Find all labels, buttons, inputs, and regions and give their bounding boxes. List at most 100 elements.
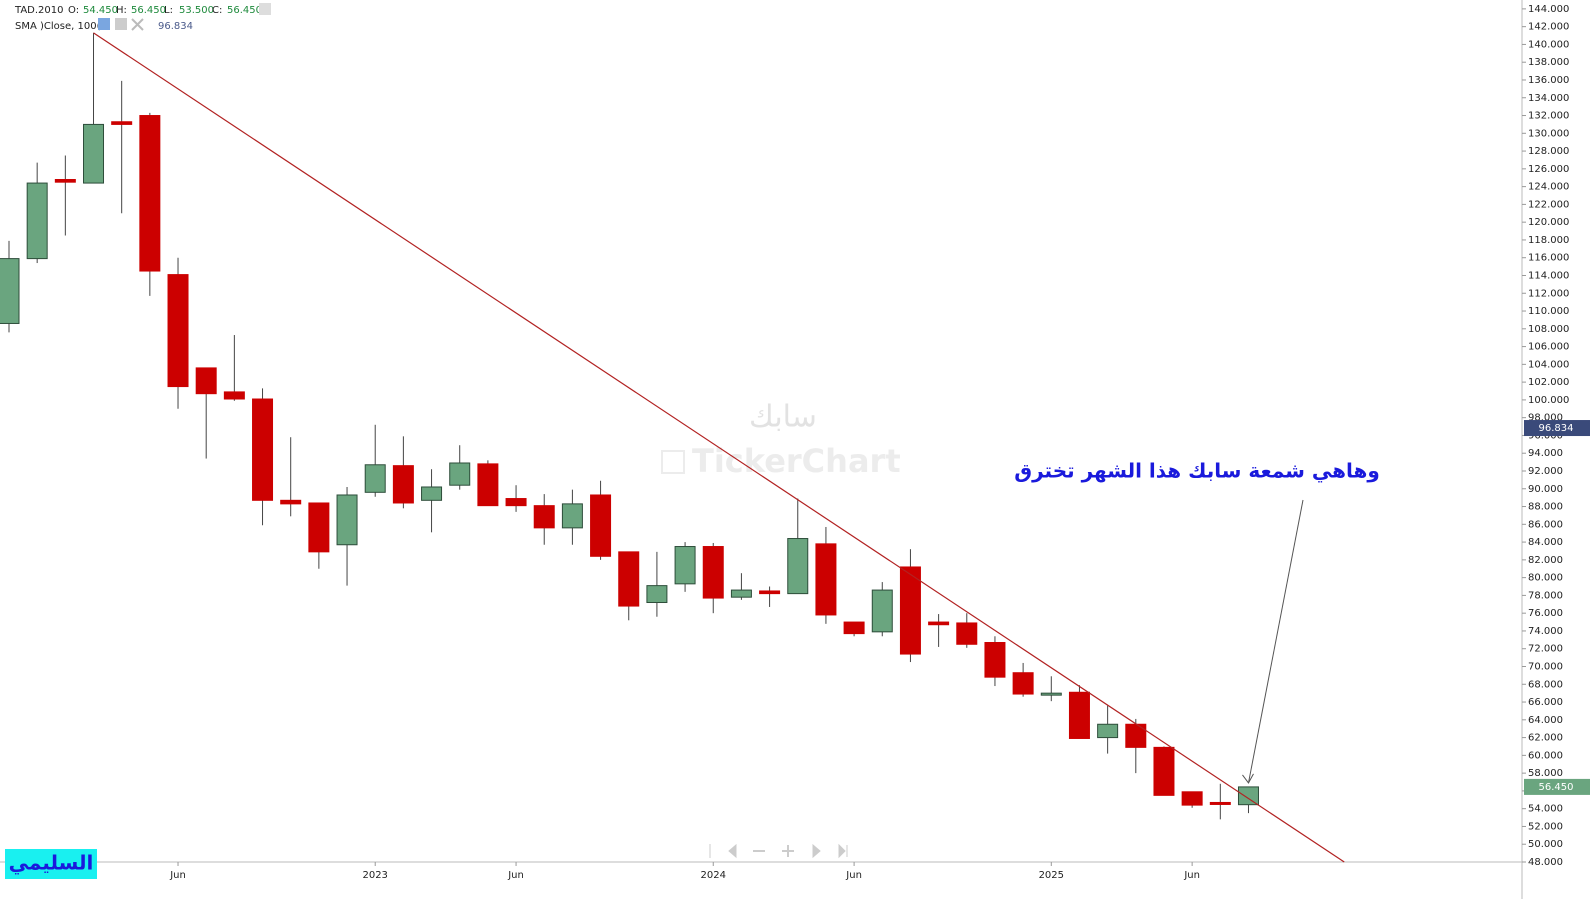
- y-tick-label: 80.000: [1528, 573, 1563, 584]
- candle-body: [195, 367, 217, 395]
- nav-end[interactable]: [838, 843, 848, 859]
- icon-settings[interactable]: [115, 18, 127, 30]
- candle-body: [561, 503, 583, 529]
- y-tick-label: 94.000: [1528, 448, 1563, 459]
- candle-body: [449, 462, 471, 486]
- candle-body: [505, 498, 527, 507]
- y-tick-label: 90.000: [1528, 484, 1563, 495]
- nav-zoom-in[interactable]: [782, 845, 794, 857]
- x-tick-label: Jun: [169, 870, 186, 881]
- sma-label: SMA )Close, 100(: [15, 21, 101, 32]
- y-tick-label: 82.000: [1528, 555, 1563, 566]
- y-tick-label: 106.000: [1528, 342, 1569, 353]
- candle-body: [26, 182, 48, 260]
- annotation-arrow: [1247, 499, 1304, 784]
- icon-eye[interactable]: [98, 18, 110, 30]
- watermark-brand: TickerChart: [692, 442, 901, 480]
- candle-body: [83, 123, 105, 184]
- icon-close[interactable]: [131, 18, 144, 31]
- candle-body: [308, 502, 330, 553]
- candle-body: [815, 543, 837, 616]
- nav-controls[interactable]: [709, 843, 848, 859]
- candle-body: [364, 464, 386, 493]
- legend-menu[interactable]: [259, 3, 271, 15]
- candle-body: [787, 538, 809, 595]
- y-tick-label: 70.000: [1528, 661, 1563, 672]
- y-tick-label: 62.000: [1528, 733, 1563, 744]
- y-tick-label: 142.000: [1528, 22, 1569, 33]
- y-tick-label: 68.000: [1528, 679, 1563, 690]
- candle-body: [1097, 723, 1119, 739]
- ohlc-value: 56.450: [131, 5, 166, 16]
- candle-body: [871, 589, 893, 633]
- last-price-tag: 56.450: [1539, 782, 1574, 793]
- y-tick-label: 66.000: [1528, 697, 1563, 708]
- y-tick-label: 100.000: [1528, 395, 1569, 406]
- y-tick-label: 116.000: [1528, 253, 1569, 264]
- candle-body: [336, 494, 358, 546]
- candle-body: [1237, 786, 1259, 806]
- candle-body: [392, 465, 414, 504]
- y-tick-label: 140.000: [1528, 39, 1569, 50]
- candle-body: [1040, 692, 1062, 696]
- candle-body: [702, 546, 724, 599]
- y-tick-label: 48.000: [1528, 857, 1563, 868]
- watermark-name: سابك: [749, 400, 817, 435]
- y-tick-label: 126.000: [1528, 164, 1569, 175]
- last-price-tag-box: [1524, 778, 1590, 795]
- y-tick-label: 58.000: [1528, 768, 1563, 779]
- y-tick-label: 64.000: [1528, 715, 1563, 726]
- y-tick-label: 128.000: [1528, 146, 1569, 157]
- candle-body: [618, 551, 640, 607]
- annotation: وهاهي شمعة سابك هذا الشهر تخترق: [1014, 459, 1380, 484]
- ohlc-key: O:: [68, 5, 79, 16]
- candle-body: [1209, 801, 1231, 805]
- candle-body: [1068, 691, 1090, 739]
- candle-body: [280, 499, 302, 505]
- y-tick-label: 118.000: [1528, 235, 1569, 246]
- ohlc-value: 56.450: [227, 5, 262, 16]
- y-tick-label: 84.000: [1528, 537, 1563, 548]
- candle-body: [956, 622, 978, 645]
- ohlc-key: C:: [212, 5, 222, 16]
- nav-left[interactable]: [728, 843, 737, 859]
- symbol: TAD.2010: [14, 5, 64, 16]
- y-tick-label: 52.000: [1528, 821, 1563, 832]
- y-tick-label: 122.000: [1528, 199, 1569, 210]
- y-tick-label: 104.000: [1528, 359, 1569, 370]
- ohlc-key: L:: [164, 5, 173, 16]
- candle-body: [843, 621, 865, 635]
- sma-tag-box: [1524, 420, 1590, 437]
- candle-body: [646, 585, 668, 604]
- y-tick-label: 88.000: [1528, 502, 1563, 513]
- x-tick-label: Jun: [1183, 870, 1200, 881]
- nav-right[interactable]: [812, 843, 821, 859]
- y-tick-label: 98.000: [1528, 413, 1563, 424]
- y-tick-label: 132.000: [1528, 111, 1569, 122]
- sma-tag: 96.834: [1539, 423, 1574, 434]
- candle-body: [928, 621, 950, 626]
- x-tick-label: 2023: [362, 870, 387, 881]
- candle-body: [1153, 746, 1175, 796]
- y-tick-label: 130.000: [1528, 128, 1569, 139]
- candle-body: [0, 258, 20, 324]
- x-tick-label: 2025: [1039, 870, 1064, 881]
- author-badge: السليمي: [9, 851, 94, 876]
- y-tick-label: 102.000: [1528, 377, 1569, 388]
- y-tick-label: 50.000: [1528, 839, 1563, 850]
- candle-body: [1012, 672, 1034, 695]
- x-tick-label: Jun: [845, 870, 862, 881]
- y-tick-label: 54.000: [1528, 804, 1563, 815]
- y-tick-label: 134.000: [1528, 93, 1569, 104]
- y-tick-label: 86.000: [1528, 519, 1563, 530]
- candle-body: [899, 566, 921, 655]
- y-tick-label: 74.000: [1528, 626, 1563, 637]
- candle-body: [674, 546, 696, 585]
- arrow-head: [1242, 773, 1254, 784]
- y-tick-label: 78.000: [1528, 590, 1563, 601]
- ohlc-key: H:: [116, 5, 127, 16]
- y-tick-label: 92.000: [1528, 466, 1563, 477]
- candle-body: [139, 115, 161, 272]
- candle-body: [759, 590, 781, 595]
